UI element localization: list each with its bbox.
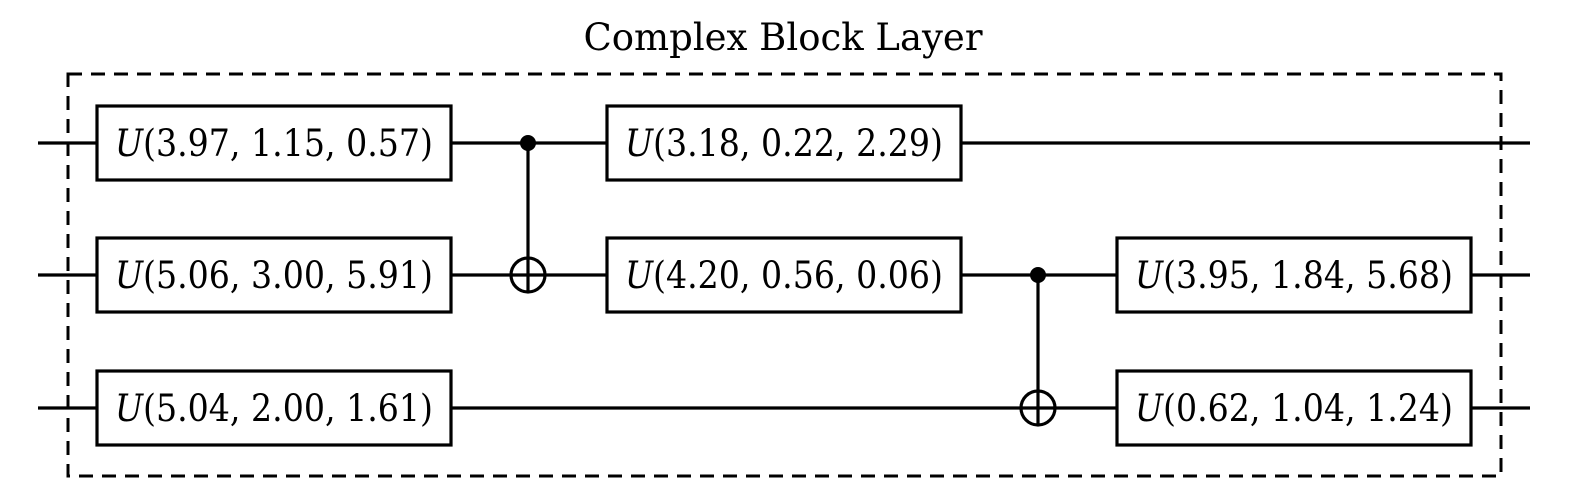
gate-label: U(5.04, 2.00, 1.61) [115,387,433,430]
gate-box [1115,369,1473,447]
gate-params: (5.04, 2.00, 1.61) [143,387,433,430]
gate-params: (0.62, 1.04, 1.24) [1163,387,1453,430]
gate-symbol: U [115,254,145,297]
unitary-gate-1: U(5.06, 3.00, 5.91) [95,236,453,314]
gate-box [95,236,453,314]
gate-symbol: U [625,122,655,165]
gate-symbol: U [625,254,655,297]
unitary-gate-4: U(4.20, 0.56, 0.06) [605,236,963,314]
gate-box [95,369,453,447]
unitary-gate-6: U(0.62, 1.04, 1.24) [1115,369,1473,447]
gate-params: (3.95, 1.84, 5.68) [1163,254,1453,297]
gate-symbol: U [115,122,145,165]
gate-label: U(4.20, 0.56, 0.06) [625,254,943,297]
gate-symbol: U [1135,254,1165,297]
gate-box [1115,236,1473,314]
gate-symbol: U [115,387,145,430]
gate-label: U(3.95, 1.84, 5.68) [1135,254,1453,297]
cnot-control-dot [1030,267,1046,283]
unitary-gate-0: U(3.97, 1.15, 0.57) [95,104,453,182]
cnot-gate-1 [1019,267,1057,427]
unitary-gate-5: U(3.95, 1.84, 5.68) [1115,236,1473,314]
unitary-gate-2: U(5.04, 2.00, 1.61) [95,369,453,447]
diagram-title: Complex Block Layer [583,16,982,59]
gate-label: U(3.18, 0.22, 2.29) [625,122,943,165]
gate-params: (4.20, 0.56, 0.06) [653,254,943,297]
gate-label: U(0.62, 1.04, 1.24) [1135,387,1453,430]
unitary-gate-3: U(3.18, 0.22, 2.29) [605,104,963,182]
gate-label: U(5.06, 3.00, 5.91) [115,254,433,297]
gate-box [95,104,453,182]
cnot-gate-0 [509,135,547,294]
gate-params: (5.06, 3.00, 5.91) [143,254,433,297]
unitary-gates: U(3.97, 1.15, 0.57)U(5.06, 3.00, 5.91)U(… [95,104,1473,447]
gate-params: (3.97, 1.15, 0.57) [143,122,433,165]
cnot-gates [509,135,1057,427]
gate-params: (3.18, 0.22, 2.29) [653,122,943,165]
gate-symbol: U [1135,387,1165,430]
gate-box [605,104,963,182]
cnot-control-dot [520,135,536,151]
gate-label: U(3.97, 1.15, 0.57) [115,122,433,165]
gate-box [605,236,963,314]
